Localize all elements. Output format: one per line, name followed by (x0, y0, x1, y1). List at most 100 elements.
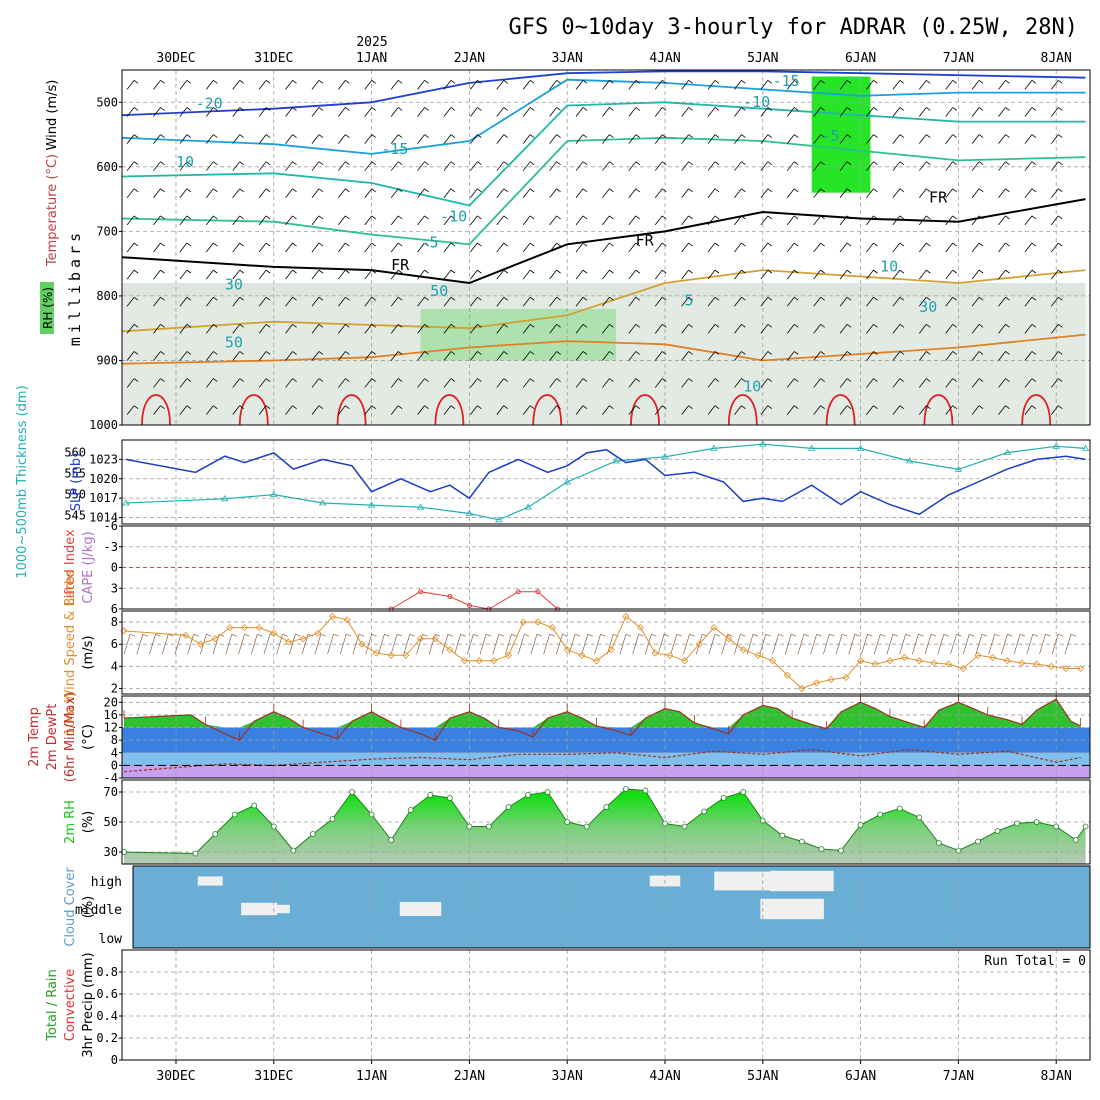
y-tick-label: 6 (111, 637, 118, 651)
wind-barb (945, 351, 954, 361)
wind-barb (549, 269, 557, 280)
wind-barb-flag (160, 188, 165, 193)
wind-barb-flag (450, 242, 456, 247)
wind-barb (311, 134, 320, 144)
thickness-marker (367, 501, 376, 508)
wind-barb-flag (609, 378, 614, 382)
wind-barb-flag (424, 242, 429, 247)
y-tick-label: 0.6 (96, 987, 118, 1001)
wind-barb-flag (873, 296, 878, 301)
wind-barb (470, 188, 478, 199)
wind-barb-flag (556, 242, 561, 247)
wind-barb (628, 296, 637, 307)
wind-barb (206, 269, 214, 280)
wind-barb-flag (460, 633, 466, 637)
wind-barb (971, 405, 980, 415)
wind-barb (443, 242, 452, 253)
cross-section-ylabel: millibars (66, 229, 84, 346)
wind-barb-flag (345, 269, 350, 274)
cloud-cell (197, 876, 223, 886)
wind-barb-flag (1058, 351, 1063, 355)
rh2m-marker (759, 817, 766, 824)
wind-barb (549, 161, 557, 171)
wind-barb (549, 215, 557, 226)
wind-barb-flag (450, 324, 456, 328)
wind-barb-flag (952, 296, 957, 301)
wind-barb-flag (873, 351, 878, 355)
wind-barb-flag (714, 107, 720, 111)
wind-barb-flag (714, 324, 720, 328)
wind-barb (581, 634, 589, 655)
wind-barb-flag (318, 351, 324, 355)
wind-speed-marker (299, 635, 307, 643)
wind-barb (467, 634, 474, 655)
thickness-marker (270, 490, 278, 497)
wind-barb (654, 242, 663, 253)
wind-barb (179, 296, 188, 307)
wind-barb (390, 215, 399, 226)
isotherm--5 (121, 136, 1086, 246)
top-day-label: 4JAN (649, 51, 680, 66)
wind-barb (839, 215, 848, 226)
top-day-label: 31DEC (254, 51, 293, 66)
wind-barb-flag (794, 405, 799, 409)
wind-barb (263, 634, 271, 655)
wind-barb (179, 269, 188, 280)
wind-barb-flag (609, 405, 614, 409)
wind-barb (918, 296, 927, 307)
wind-speed-marker (959, 664, 967, 673)
wind-barb-flag (689, 633, 695, 637)
wind-barb (206, 80, 214, 90)
wind-barb (654, 107, 663, 117)
wind-barb-flag (820, 269, 825, 274)
wind-barb-flag (899, 215, 905, 220)
wind-barb (311, 107, 320, 117)
wind-barb (496, 80, 505, 90)
wind-barb (786, 242, 795, 253)
rh2m-marker (544, 789, 551, 795)
wind-barb-flag (952, 80, 957, 84)
y-tick-label: 4 (111, 746, 118, 760)
wind-barb-flag (503, 269, 509, 274)
wind-barb-flag (873, 324, 878, 328)
wind-barb-flag (978, 188, 984, 193)
wind-barb (522, 107, 531, 117)
wind-barb-flag (741, 161, 746, 166)
lifted-index-marker (418, 589, 423, 595)
isotherm-label: 5 (685, 292, 694, 310)
wind-barb (339, 634, 347, 655)
wind-barb (285, 296, 293, 307)
thickness-marker (905, 457, 914, 464)
wind-barb (760, 80, 769, 90)
wind-barb-flag (239, 134, 244, 138)
y-tick-label: 1020 (89, 472, 118, 486)
wind-barb (760, 161, 769, 171)
rh2m-marker (349, 789, 355, 795)
wind-barb (232, 324, 241, 334)
isotherm-label: -15 (381, 140, 408, 158)
thickness-marker (1003, 448, 1012, 455)
wind-barb (575, 215, 584, 226)
wind-barb (492, 634, 500, 655)
wind-barb (892, 242, 901, 253)
wind-speed-marker (1018, 659, 1026, 667)
wind-speed-marker (519, 618, 527, 626)
wind-barb-flag (424, 351, 429, 355)
wind-barb (522, 324, 531, 334)
wind-barb-flag (1005, 324, 1010, 328)
wind-barb-flag (371, 215, 376, 220)
wind-barb-flag (820, 80, 825, 84)
wind-barb (866, 405, 874, 415)
wind-barb (206, 296, 214, 307)
wind-barb (786, 269, 795, 280)
wind-barb (179, 80, 188, 90)
wind-barb-flag (239, 242, 244, 247)
rh-legend-swatch (40, 282, 54, 334)
wind-speed-marker (504, 651, 513, 659)
wind-barb (681, 405, 689, 415)
wind-barb (1001, 634, 1008, 655)
wind-barb (918, 188, 927, 199)
wind-barb-flag (133, 80, 139, 84)
wind-barb-flag (345, 378, 350, 382)
wind-barb-flag (498, 633, 504, 637)
